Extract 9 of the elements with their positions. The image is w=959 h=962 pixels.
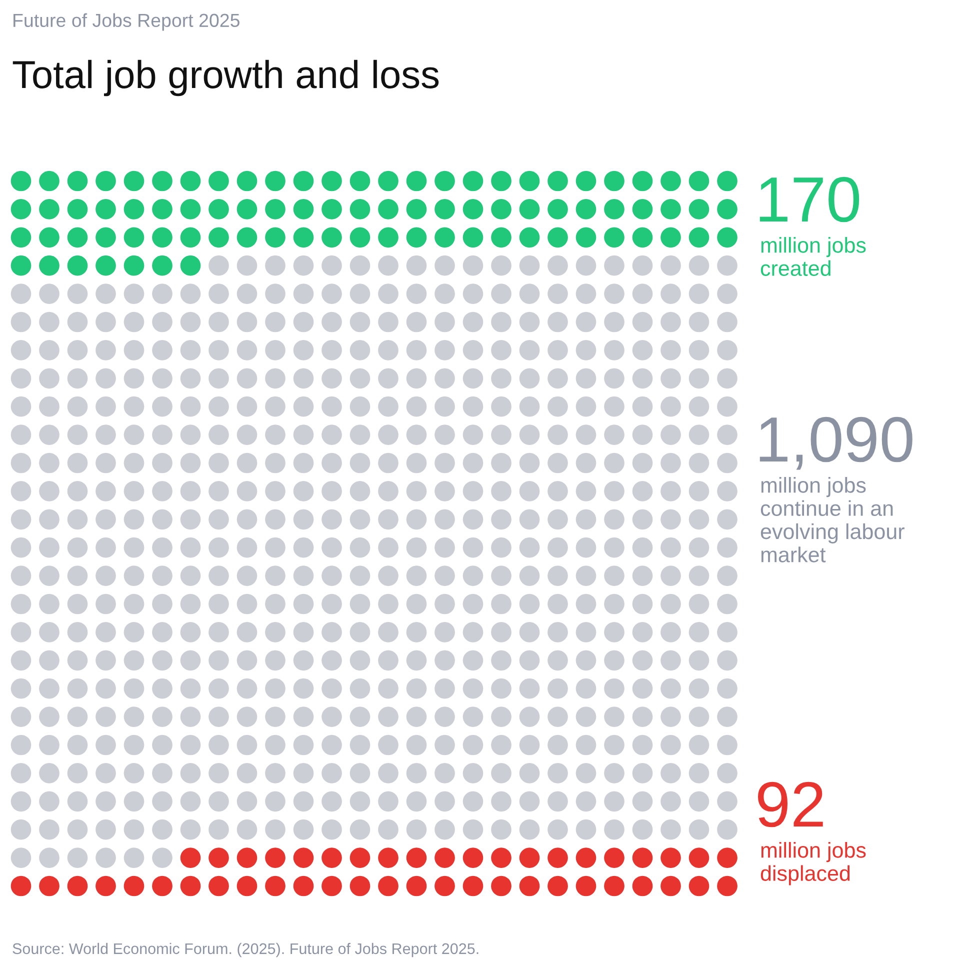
category-label: million jobs continue in an evolving labour market [760, 477, 904, 562]
data-label: 1,090 [760, 416, 912, 470]
category-label: million jobs displaced [760, 842, 866, 886]
data-label: 92 [758, 782, 823, 828]
text: Total job growth and loss [12, 60, 439, 96]
text: Future of Jobs Report 2025 [14, 13, 240, 31]
category-label: million jobs created [760, 237, 866, 276]
source-note: Source: World Economic Forum. (2025). Future of Jobs Report 2025. [12, 942, 478, 958]
data-label: 170 [760, 176, 860, 222]
